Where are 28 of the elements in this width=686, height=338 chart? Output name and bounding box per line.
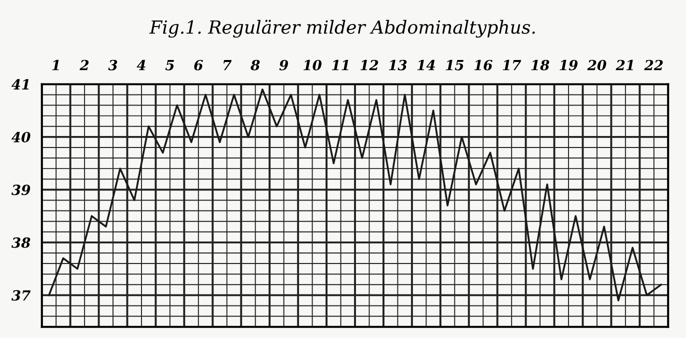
x-tick-label: 16: [474, 60, 492, 70]
x-tick-label: 7: [224, 60, 232, 70]
x-tick-label: 4: [136, 60, 146, 70]
x-tick-label: 10: [304, 60, 322, 70]
x-tick-label: 15: [446, 60, 464, 70]
x-tick-label: 22: [644, 60, 663, 70]
x-tick-label: 12: [360, 60, 378, 70]
chart-title: Fig.1. Regulärer milder Abdominaltyphus.: [149, 20, 535, 38]
x-tick-label: 3: [108, 60, 118, 70]
x-tick-label: 13: [388, 60, 407, 70]
x-tick-label: 18: [531, 60, 550, 70]
x-tick-label: 17: [502, 60, 522, 70]
x-tick-label: 9: [279, 60, 288, 70]
y-tick-label: 40: [11, 132, 30, 142]
x-tick-label: 8: [250, 60, 260, 70]
x-tick-label: 1: [52, 60, 59, 70]
y-tick-label: 39: [11, 184, 30, 196]
y-tick-label: 41: [11, 79, 29, 90]
x-tick-label: 19: [560, 60, 578, 70]
y-tick-label: 38: [11, 237, 30, 248]
x-tick-label: 2: [80, 60, 89, 70]
x-tick-label: 21: [616, 60, 633, 70]
x-tick-label: 6: [194, 60, 203, 70]
x-tick-label: 20: [587, 60, 606, 70]
x-tick-label: 11: [332, 60, 348, 70]
y-tick-label: 37: [11, 290, 31, 301]
x-tick-label: 5: [165, 60, 174, 70]
x-tick-label: 14: [417, 60, 435, 70]
